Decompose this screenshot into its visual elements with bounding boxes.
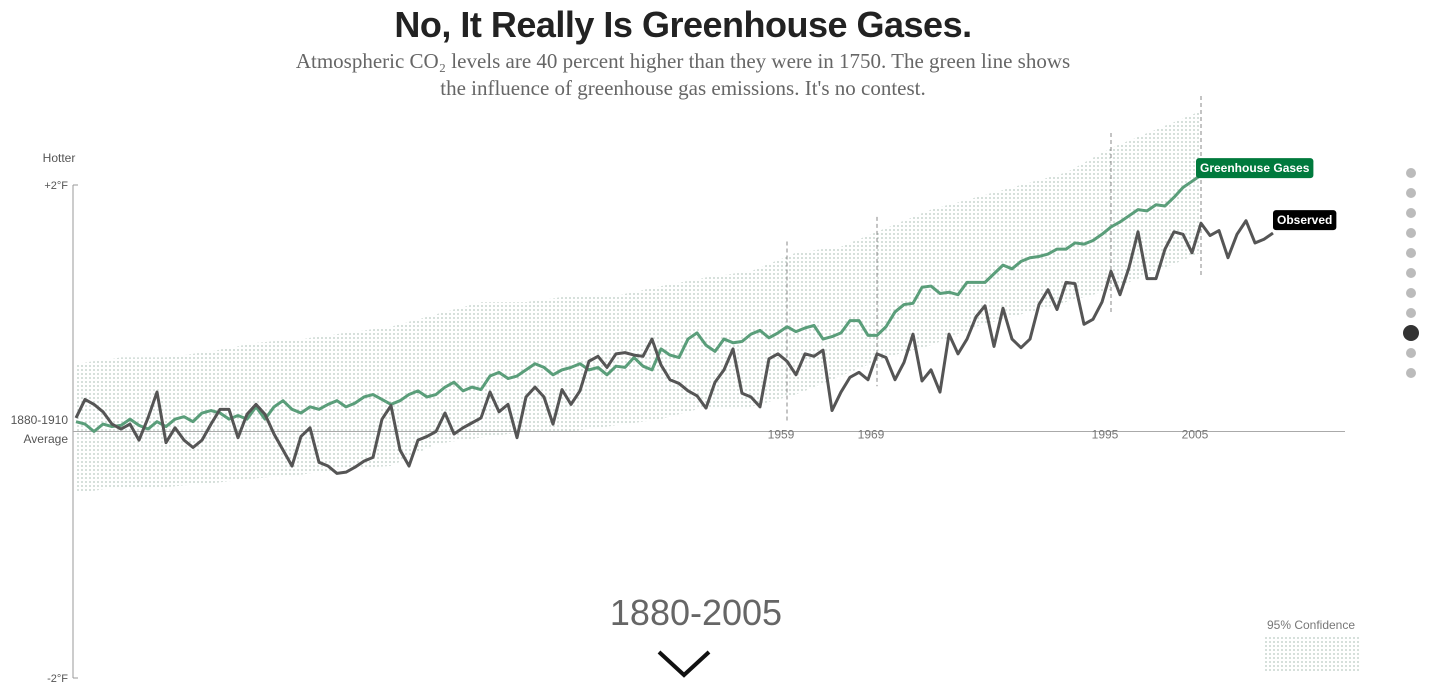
series-line <box>75 173 1202 433</box>
y-tick-label: +2°F <box>44 180 68 192</box>
page-dot[interactable] <box>1406 348 1416 358</box>
series-line <box>74 219 1274 475</box>
next-chevron[interactable] <box>657 650 711 678</box>
marker-label: 1959 <box>768 428 795 442</box>
page-dot[interactable] <box>1406 308 1416 318</box>
y-tick-label: -2°F <box>47 673 68 685</box>
y-axis-label: Hotter <box>43 151 76 165</box>
marker-label: 2005 <box>1182 428 1209 442</box>
y-tick-label: 1880-1910 Average <box>10 413 68 446</box>
series-label: Observed <box>1273 210 1337 231</box>
pagination[interactable] <box>1403 168 1419 378</box>
series-label-text: Greenhouse Gases <box>1200 161 1310 175</box>
page-dot[interactable] <box>1406 288 1416 298</box>
legend-label: 95% Confidence <box>1267 618 1355 632</box>
page-dot[interactable] <box>1406 268 1416 278</box>
legend-swatch <box>1265 637 1360 671</box>
page-dot[interactable] <box>1406 188 1416 198</box>
series-label-bg <box>1196 158 1314 179</box>
chart-title: No, It Really Is Greenhouse Gases. <box>394 4 972 45</box>
page-dot[interactable] <box>1406 248 1416 258</box>
marker-label: 1969 <box>858 428 885 442</box>
page-dot[interactable] <box>1406 368 1416 378</box>
confidence-band <box>76 111 1201 494</box>
page-dot[interactable] <box>1406 208 1416 218</box>
page-dot-active[interactable] <box>1403 325 1419 341</box>
marker-label: 1995 <box>1092 428 1119 442</box>
series-label-text: Observed <box>1277 213 1332 227</box>
page-dot[interactable] <box>1406 168 1416 178</box>
series-label: Greenhouse Gases <box>1196 158 1314 179</box>
period-label: 1880-2005 <box>610 592 782 633</box>
page-dot[interactable] <box>1406 228 1416 238</box>
series-label-bg <box>1273 210 1337 231</box>
chart-subtitle: Atmospheric CO₂ levels are 40 percent hi… <box>295 49 1071 100</box>
